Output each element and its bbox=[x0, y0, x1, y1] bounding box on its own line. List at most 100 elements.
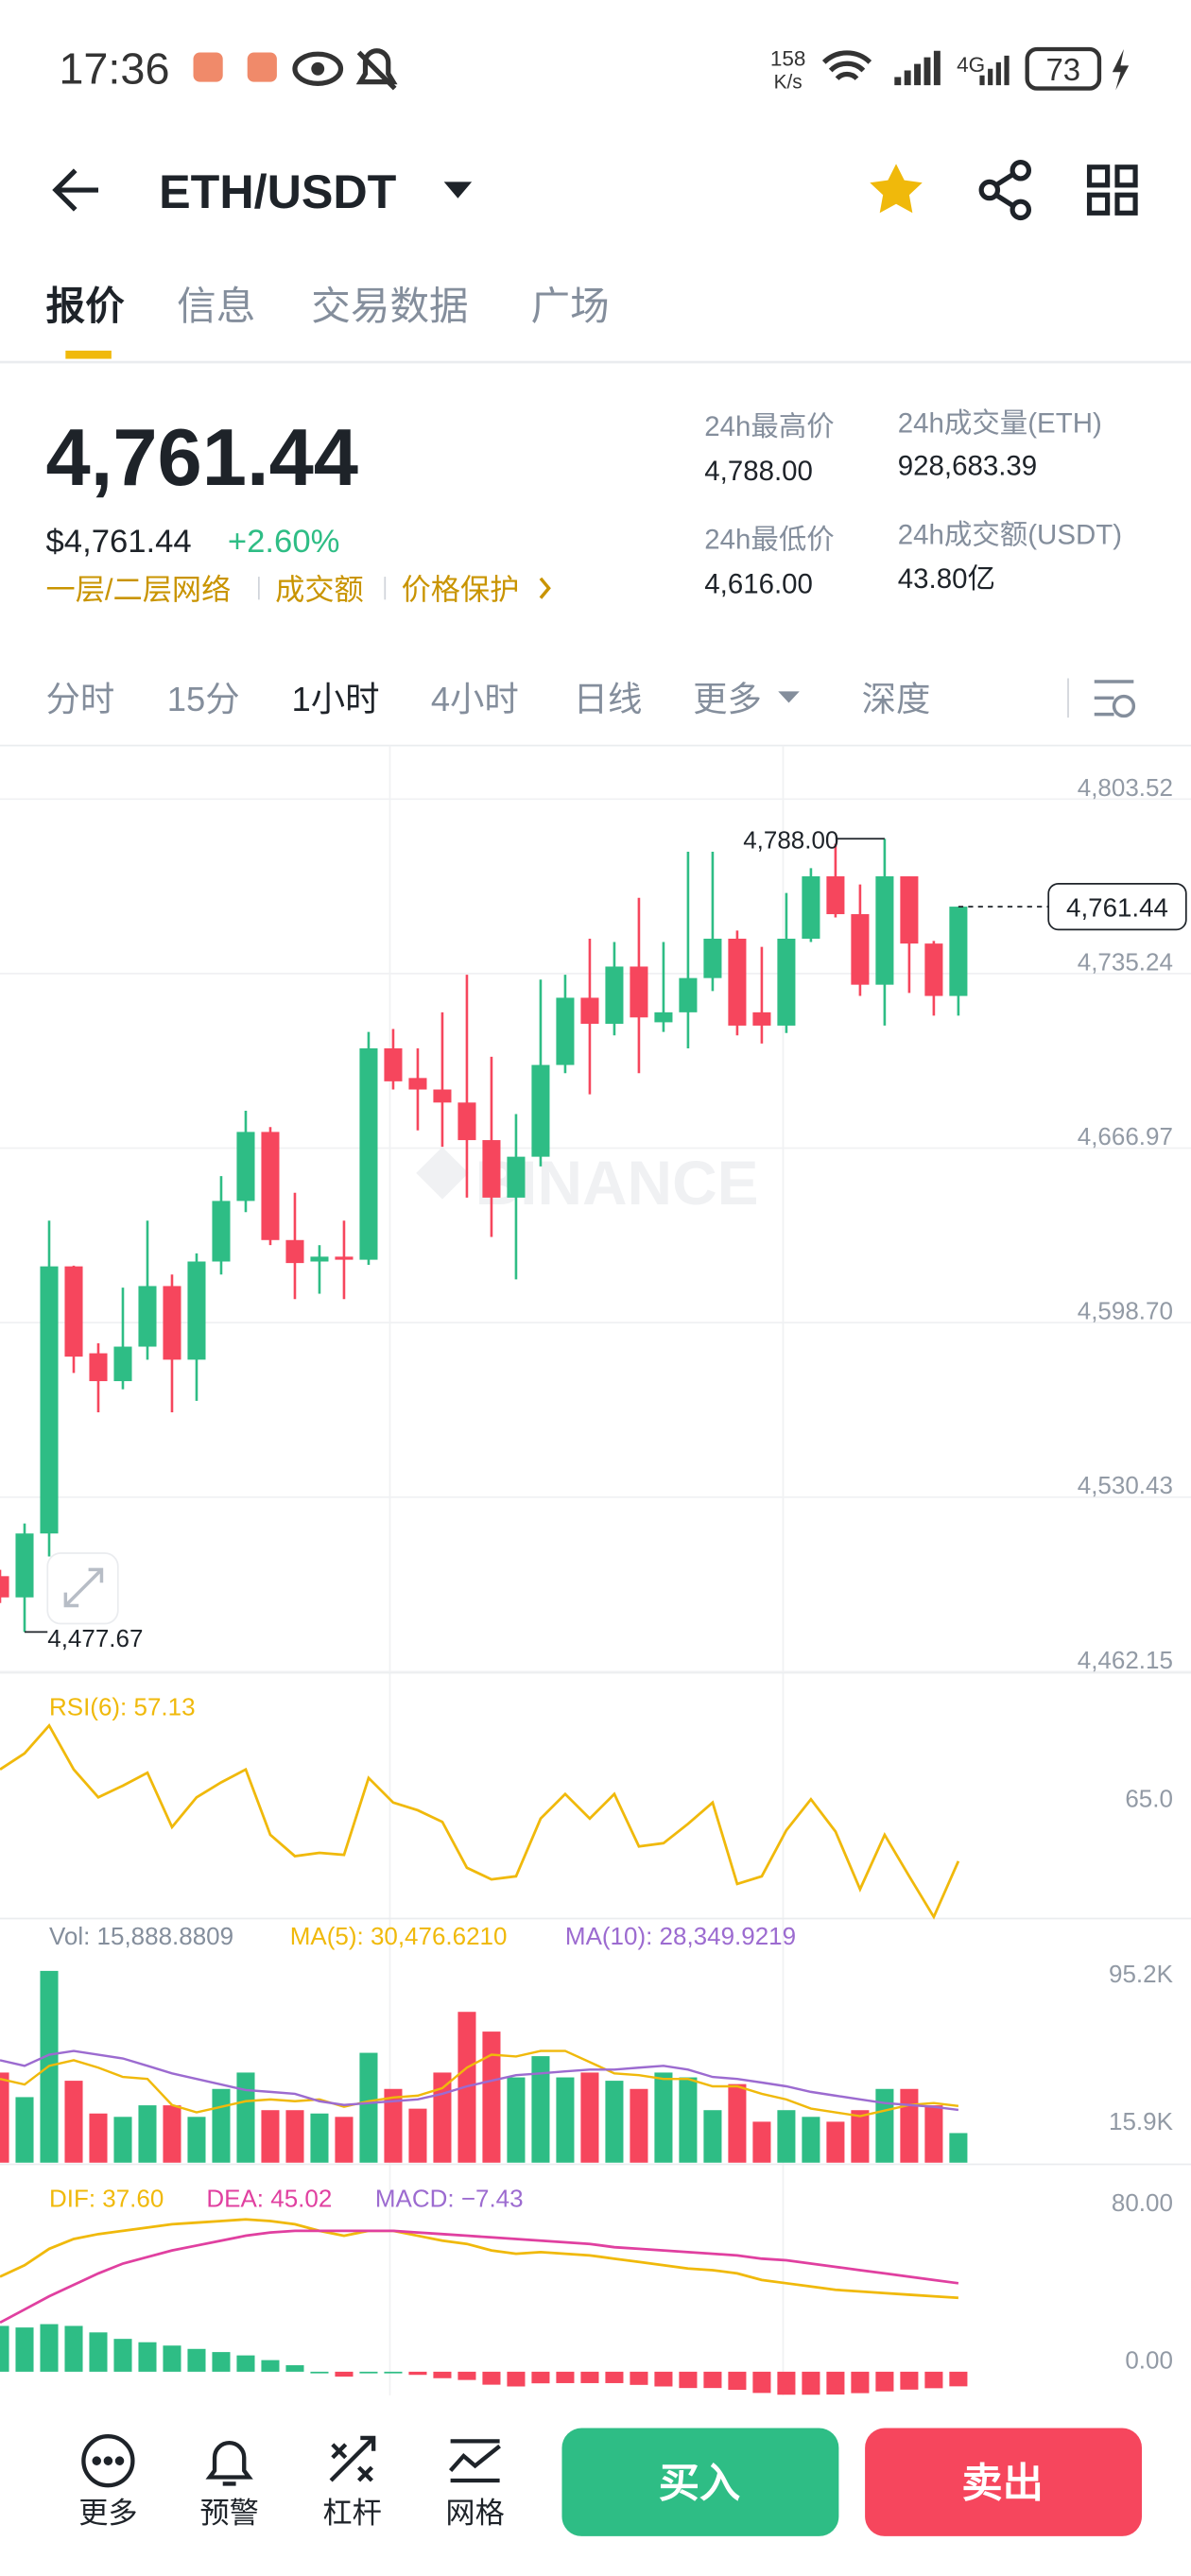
candle-body bbox=[359, 1047, 378, 1260]
y-tick-label: 15.9K bbox=[1109, 2107, 1174, 2135]
candle-body bbox=[752, 1011, 771, 1026]
legend-entry: DEA: 45.02 bbox=[206, 2185, 332, 2213]
candle-body bbox=[728, 938, 747, 1026]
volume-bar bbox=[89, 2113, 108, 2163]
candle-body bbox=[64, 1266, 83, 1357]
macd-bar bbox=[507, 2371, 526, 2387]
macd-bar bbox=[433, 2371, 452, 2378]
interval[interactable]: 4小时 bbox=[431, 680, 519, 718]
pair-title[interactable]: ETH/USDT bbox=[159, 165, 397, 218]
pair-dropdown[interactable] bbox=[443, 182, 473, 199]
candle-body bbox=[187, 1261, 206, 1360]
network-type: 4G bbox=[957, 53, 985, 77]
interval[interactable]: 深度 bbox=[862, 680, 931, 718]
macd-bar bbox=[113, 2339, 132, 2372]
volume-bar bbox=[261, 2110, 280, 2163]
interval[interactable]: 15分 bbox=[167, 680, 240, 718]
macd-bar bbox=[310, 2371, 329, 2374]
indicator-title: RSI(6): 57.13 bbox=[49, 1693, 196, 1721]
y-tick-label: 80.00 bbox=[1112, 2188, 1173, 2217]
macd-bar bbox=[777, 2371, 796, 2395]
candle-body bbox=[802, 876, 820, 939]
tab-indicator bbox=[65, 350, 112, 359]
candle-body bbox=[163, 1286, 181, 1360]
volume-bar bbox=[531, 2056, 550, 2163]
buy-label[interactable]: 买入 bbox=[659, 2461, 741, 2506]
tool-label[interactable]: 杠杆 bbox=[322, 2497, 381, 2530]
eye-icon bbox=[311, 61, 325, 76]
volume-bar bbox=[212, 2088, 231, 2163]
legend-entry: MA(10): 28,349.9219 bbox=[565, 1922, 796, 1950]
tab[interactable]: 广场 bbox=[531, 284, 610, 328]
candle-body bbox=[507, 1156, 526, 1198]
stat-value: 4,788.00 bbox=[704, 456, 813, 487]
candle-body bbox=[580, 997, 599, 1025]
sell-button[interactable] bbox=[865, 2428, 1143, 2536]
macd-bar bbox=[236, 2355, 255, 2372]
tab-active[interactable]: 报价 bbox=[46, 284, 126, 328]
candle-body bbox=[826, 876, 845, 915]
stat-label: 24h成交量(ETH) bbox=[898, 408, 1102, 440]
volume-bar bbox=[924, 2105, 943, 2163]
volume-bar bbox=[163, 2105, 181, 2163]
macd-bar bbox=[163, 2345, 181, 2372]
max-marker-label: 4,788.00 bbox=[743, 826, 838, 855]
chart-settings[interactable] bbox=[1094, 680, 1136, 718]
macd-bar bbox=[605, 2371, 624, 2383]
tool-label[interactable]: 更多 bbox=[78, 2497, 137, 2530]
candle-body bbox=[703, 938, 722, 978]
ticker: 4,761.44 $4,761.44 +2.60% 一层/二层网络 成交额 价格… bbox=[46, 408, 1123, 607]
eye-icon bbox=[292, 51, 344, 86]
volume-bar bbox=[64, 2081, 83, 2163]
interval-active[interactable]: 1小时 bbox=[292, 680, 380, 718]
share-button[interactable] bbox=[978, 159, 1032, 221]
grid-icon[interactable] bbox=[448, 2439, 501, 2483]
macd-bar bbox=[40, 2324, 59, 2372]
candle-body bbox=[15, 1533, 34, 1598]
signal-icon bbox=[894, 50, 941, 86]
interval[interactable]: 日线 bbox=[574, 680, 643, 718]
stat-value: 928,683.39 bbox=[898, 451, 1037, 482]
alert-icon[interactable] bbox=[205, 2441, 253, 2486]
interval[interactable]: 分时 bbox=[46, 680, 115, 718]
favorite-button[interactable] bbox=[870, 164, 923, 214]
tag[interactable]: 价格保护 bbox=[402, 573, 520, 606]
more-icon[interactable] bbox=[81, 2434, 135, 2488]
buy-button[interactable] bbox=[561, 2428, 839, 2536]
tab[interactable]: 信息 bbox=[177, 284, 255, 328]
volume-bar bbox=[654, 2072, 673, 2163]
tool-label[interactable]: 网格 bbox=[445, 2497, 504, 2530]
tab[interactable]: 交易数据 bbox=[311, 284, 468, 328]
candle-body bbox=[408, 1078, 427, 1090]
candle-body bbox=[261, 1132, 280, 1240]
tag[interactable]: 一层/二层网络 bbox=[46, 573, 232, 606]
last-price: 4,761.44 bbox=[46, 412, 359, 502]
battery bbox=[1025, 46, 1102, 91]
macd-bar bbox=[851, 2371, 870, 2394]
sell-label[interactable]: 卖出 bbox=[961, 2461, 1044, 2506]
stat-value: 43.80亿 bbox=[898, 563, 995, 595]
ma-line bbox=[0, 2049, 959, 2118]
volume-bar bbox=[851, 2110, 870, 2163]
macd-bar bbox=[826, 2371, 845, 2395]
mute-icon bbox=[355, 48, 398, 91]
interval[interactable]: 更多 bbox=[693, 680, 762, 718]
candle-body bbox=[531, 1064, 550, 1157]
macd-bar bbox=[285, 2365, 304, 2372]
y-tick-label: 4,462.15 bbox=[1078, 1646, 1173, 1674]
leverage-icon[interactable] bbox=[329, 2435, 376, 2482]
back-button[interactable] bbox=[52, 168, 98, 212]
last-price-box bbox=[1047, 882, 1187, 931]
tag[interactable]: 成交额 bbox=[275, 573, 364, 606]
chevron bbox=[539, 577, 551, 599]
tool-label[interactable]: 预警 bbox=[199, 2497, 258, 2530]
candle-body bbox=[89, 1353, 108, 1382]
layout-button[interactable] bbox=[1086, 164, 1138, 216]
macd-bar bbox=[457, 2371, 476, 2380]
candle-body bbox=[433, 1089, 452, 1103]
y-tick-label: 95.2K bbox=[1109, 1960, 1174, 1988]
candle-body bbox=[236, 1132, 255, 1202]
last-price-label: 4,761.44 bbox=[1066, 892, 1168, 922]
volume-bar bbox=[15, 2097, 34, 2163]
